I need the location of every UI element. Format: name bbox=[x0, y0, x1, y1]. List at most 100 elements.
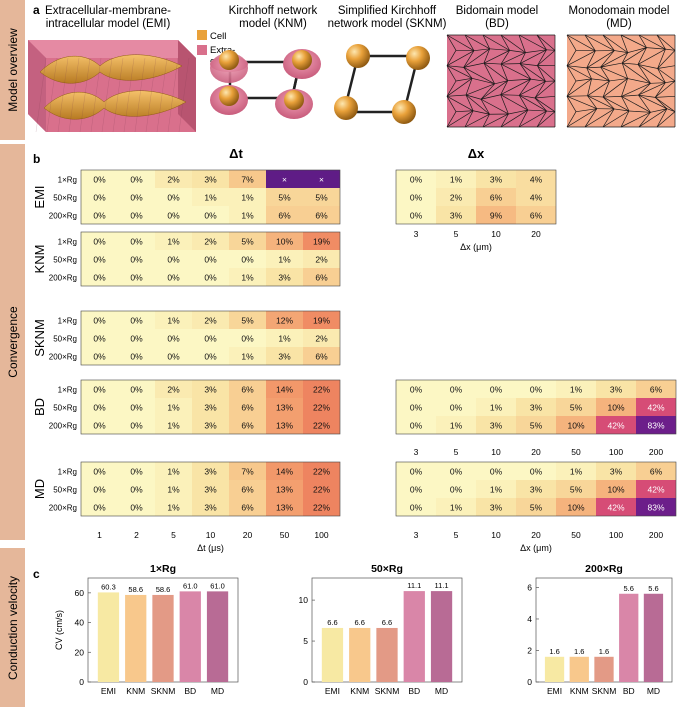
tick-label: 50 bbox=[571, 530, 581, 540]
heatmap-value: 3% bbox=[610, 467, 623, 477]
heatmap-value: 1% bbox=[204, 193, 217, 203]
heatmap-value: 0% bbox=[204, 273, 217, 283]
heatmap-cell bbox=[436, 170, 476, 188]
heatmap-value: 13% bbox=[276, 485, 293, 495]
heatmap-cell bbox=[396, 206, 436, 224]
model-label-emi: EMI bbox=[32, 185, 47, 208]
heatmap-cell bbox=[81, 170, 118, 188]
heatmap-value: 19% bbox=[313, 316, 330, 326]
heatmap-cell bbox=[303, 268, 340, 286]
heatmap-dx-emi: 0% 1% 3% 4% 0% 2% 6% 4% 0% 3% 9% 6% bbox=[395, 169, 557, 225]
heatmap-cell bbox=[81, 311, 118, 329]
bd-mesh bbox=[446, 34, 556, 128]
heatmap-value: 0% bbox=[410, 175, 423, 185]
heatmap-value: 0% bbox=[93, 467, 106, 477]
heatmap-cell bbox=[81, 416, 118, 434]
x-tick-label: KNM bbox=[570, 686, 589, 696]
heatmap-value: 14% bbox=[276, 467, 293, 477]
y-tick-label: 2 bbox=[527, 645, 532, 655]
heatmap-value: 1% bbox=[167, 485, 180, 495]
bar-value-label: 6.6 bbox=[355, 618, 365, 627]
bar-chart-3: 200×Rg 0 2 4 6 1.6 EMI 1.6 KNM 1.6 SKNM 5.6 BD 5.6 MD bbox=[527, 563, 673, 696]
heatmap-cell bbox=[81, 398, 118, 416]
heatmap-value: 0% bbox=[93, 237, 106, 247]
x-tick-label: MD bbox=[647, 686, 660, 696]
heatmap-dt-knm: 0% 0% 1% 2% 5% 10% 19% 0% 0% 0% 0% 0% 1% 2% 0% 0% 0% 0% 1%… bbox=[80, 231, 341, 287]
heatmap-cell bbox=[118, 250, 155, 268]
heatmap-value: 1% bbox=[278, 334, 291, 344]
heatmap-value: 1% bbox=[450, 421, 463, 431]
heatmap-cell bbox=[155, 250, 192, 268]
heatmap-value: 5% bbox=[241, 237, 254, 247]
heatmap-cell bbox=[192, 380, 229, 398]
knm-illustration bbox=[210, 49, 321, 119]
heatmap-value: 6% bbox=[241, 485, 254, 495]
heatmap-value: 0% bbox=[450, 467, 463, 477]
heatmap-value: 0% bbox=[130, 503, 143, 513]
heatmap-cell bbox=[266, 329, 303, 347]
heatmap-value: 1% bbox=[241, 352, 254, 362]
heatmap-cell bbox=[118, 380, 155, 398]
heatmap-cell bbox=[192, 268, 229, 286]
heatmap-cell bbox=[229, 480, 266, 498]
bar-sknm bbox=[152, 594, 174, 682]
y-tick-label: 0 bbox=[527, 677, 532, 687]
tick-label: 50 bbox=[571, 447, 581, 457]
tick-label: 5 bbox=[171, 530, 176, 540]
model-title-emi-line1: Extracellular-membrane- bbox=[45, 5, 171, 17]
panel-label-b: b bbox=[33, 152, 40, 166]
knm-cell-3 bbox=[210, 85, 248, 115]
heatmap-value: × bbox=[319, 175, 324, 185]
heatmap-cell bbox=[155, 380, 192, 398]
heatmap-value: 6% bbox=[315, 352, 328, 362]
heatmap-value: 1% bbox=[450, 503, 463, 513]
heatmap-cell bbox=[476, 462, 516, 480]
heatmap-cell bbox=[596, 398, 636, 416]
heatmap-value: 0% bbox=[450, 403, 463, 413]
heatmap-cell bbox=[229, 398, 266, 416]
row-label: 1×Rg bbox=[58, 468, 77, 477]
x-tick-label: SKNM bbox=[151, 686, 176, 696]
bar-value-label: 61.0 bbox=[183, 581, 198, 590]
heatmap-value: 12% bbox=[276, 316, 293, 326]
heatmap-value: 0% bbox=[93, 503, 106, 513]
heatmap-cell bbox=[556, 480, 596, 498]
heatmap-value: 0% bbox=[167, 352, 180, 362]
heatmap-value: 0% bbox=[241, 334, 254, 344]
heatmap-cell bbox=[192, 170, 229, 188]
heatmap-cell bbox=[266, 480, 303, 498]
heatmap-value: 1% bbox=[241, 193, 254, 203]
heatmap-value: 6% bbox=[650, 467, 663, 477]
heatmap-value: 22% bbox=[313, 485, 330, 495]
tick-label: 1 bbox=[97, 530, 102, 540]
bar-chart-1: 1×Rg 0 20 40 60 CV (cm/s) 60.3 EMI 58.6 KNM 58.6 SK… bbox=[54, 563, 239, 696]
heatmap-value: 13% bbox=[276, 403, 293, 413]
heatmap-cell bbox=[192, 250, 229, 268]
heatmap-cell bbox=[303, 188, 340, 206]
heatmap-cell bbox=[476, 416, 516, 434]
heatmap-value: 0% bbox=[130, 467, 143, 477]
row-label: 50×Rg bbox=[53, 335, 77, 344]
heatmap-value: 83% bbox=[647, 503, 664, 513]
heatmap-value: 0% bbox=[130, 421, 143, 431]
heatmap-value: × bbox=[282, 175, 287, 185]
heatmap-value: 5% bbox=[241, 316, 254, 326]
heatmap-value: 42% bbox=[607, 503, 624, 513]
heatmap-cell bbox=[192, 347, 229, 365]
heatmap-cell bbox=[596, 462, 636, 480]
heatmap-value: 0% bbox=[130, 273, 143, 283]
heatmap-cell bbox=[596, 416, 636, 434]
heatmap-cell bbox=[118, 268, 155, 286]
heatmap-cell bbox=[516, 398, 556, 416]
row-label: 50×Rg bbox=[53, 486, 77, 495]
y-tick-label: 40 bbox=[75, 618, 85, 628]
heatmap-value: 22% bbox=[313, 503, 330, 513]
y-tick-label: 6 bbox=[527, 582, 532, 592]
heatmap-value: 5% bbox=[570, 403, 583, 413]
heatmap-value: 0% bbox=[167, 211, 180, 221]
heatmap-cell bbox=[118, 170, 155, 188]
heatmap-value: 0% bbox=[410, 385, 423, 395]
